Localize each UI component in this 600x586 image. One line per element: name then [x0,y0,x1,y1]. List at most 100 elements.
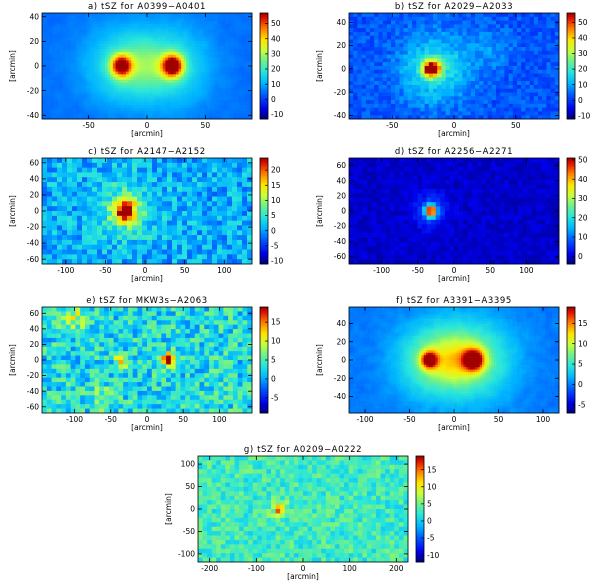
colorbar-segment [260,60,268,63]
heatmap-cell [49,71,53,75]
heatmap-cell [65,79,69,84]
heatmap-cell [483,62,488,67]
heatmap-cell [118,15,122,19]
heatmap-cell [244,32,248,36]
heatmap-cell [399,92,404,97]
heatmap-cell [170,29,174,33]
heatmap-cell [160,49,164,53]
heatmap-cell [107,85,111,89]
heatmap-cell [67,162,73,168]
heatmap-cell [550,66,556,71]
heatmap-cell [220,46,224,50]
heatmap-cell [546,69,551,74]
heatmap-cell [191,107,195,111]
heatmap-cell [165,85,169,89]
heatmap-cell [241,63,245,67]
heatmap-cell [42,29,45,33]
heatmap-cell [487,88,493,93]
heatmap-cell [546,50,551,55]
heatmap-cell [141,18,145,22]
heatmap-cell [139,91,143,95]
heatmap-cell [102,105,106,109]
heatmap-cell [542,13,547,18]
heatmap-cell [454,73,459,78]
heatmap-cell [126,18,129,22]
heatmap-cell [517,107,522,112]
heatmap-cell [97,40,101,45]
heatmap-cell [215,40,219,45]
heatmap-cell [191,24,195,28]
heatmap-cell [361,81,367,86]
heatmap-cell [89,66,93,70]
heatmap-cell [220,29,224,33]
heatmap-cell [170,15,174,19]
heatmap-cell [91,66,95,70]
heatmap-cell [181,24,185,28]
heatmap-cell [470,77,476,82]
heatmap-cell [181,32,185,36]
heatmap-cell [128,29,132,33]
heatmap-cell [403,16,409,21]
heatmap-cell [47,158,53,164]
heatmap-cell [128,93,132,98]
heatmap-cell [445,96,451,101]
heatmap-cell [407,50,413,55]
heatmap-cell [157,102,161,106]
heatmap-cell [110,71,114,75]
heatmap-cell [52,96,56,100]
heatmap-cell [246,79,250,84]
heatmap-cell [441,84,446,90]
heatmap-cell [168,29,171,33]
heatmap-cell [428,66,434,71]
colorbar-segment [260,50,268,53]
heatmap-cell [102,113,106,117]
heatmap-cell [249,21,253,25]
heatmap-cell [157,49,161,53]
heatmap-cell [118,21,122,25]
heatmap-cell [466,31,472,37]
heatmap-cell [168,91,171,95]
heatmap-cell [120,57,124,61]
heatmap-cell [112,82,116,86]
heatmap-cell [165,71,169,75]
heatmap-cell [162,99,166,103]
heatmap-cell [546,100,551,105]
heatmap-cell [112,35,116,39]
heatmap-cell [42,91,45,95]
heatmap-cell [102,66,106,70]
heatmap-cell [152,54,156,58]
heatmap-cell [202,38,206,42]
heatmap-cell [391,20,396,25]
heatmap-cell [110,105,114,109]
heatmap-cell [479,69,484,74]
heatmap-cell [374,62,379,67]
heatmap-cell [238,52,242,56]
heatmap-cell [157,43,161,47]
heatmap-cell [470,13,476,18]
heatmap-cell [483,31,488,37]
heatmap-cell [220,93,224,98]
heatmap-cell [416,92,421,97]
heatmap-cell [168,68,171,72]
heatmap-cell [107,107,111,111]
heatmap-cell [97,68,101,72]
heatmap-cell [112,113,116,117]
heatmap-cell [170,13,174,17]
heatmap-cell [91,60,95,64]
heatmap-cell [141,88,145,92]
heatmap-cell [84,96,87,100]
heatmap-cell [517,84,522,90]
heatmap-cell [407,31,413,37]
heatmap-cell [428,47,434,52]
heatmap-cell [241,79,245,84]
heatmap-cell [133,79,137,84]
heatmap-cell [533,100,539,105]
heatmap-cell [241,60,245,64]
heatmap-cell [542,58,547,63]
heatmap-cell [47,99,51,103]
heatmap-cell [225,113,229,117]
heatmap-cell [349,92,354,97]
heatmap-cell [63,26,66,31]
heatmap-cell [428,96,434,101]
heatmap-cell [403,47,409,52]
